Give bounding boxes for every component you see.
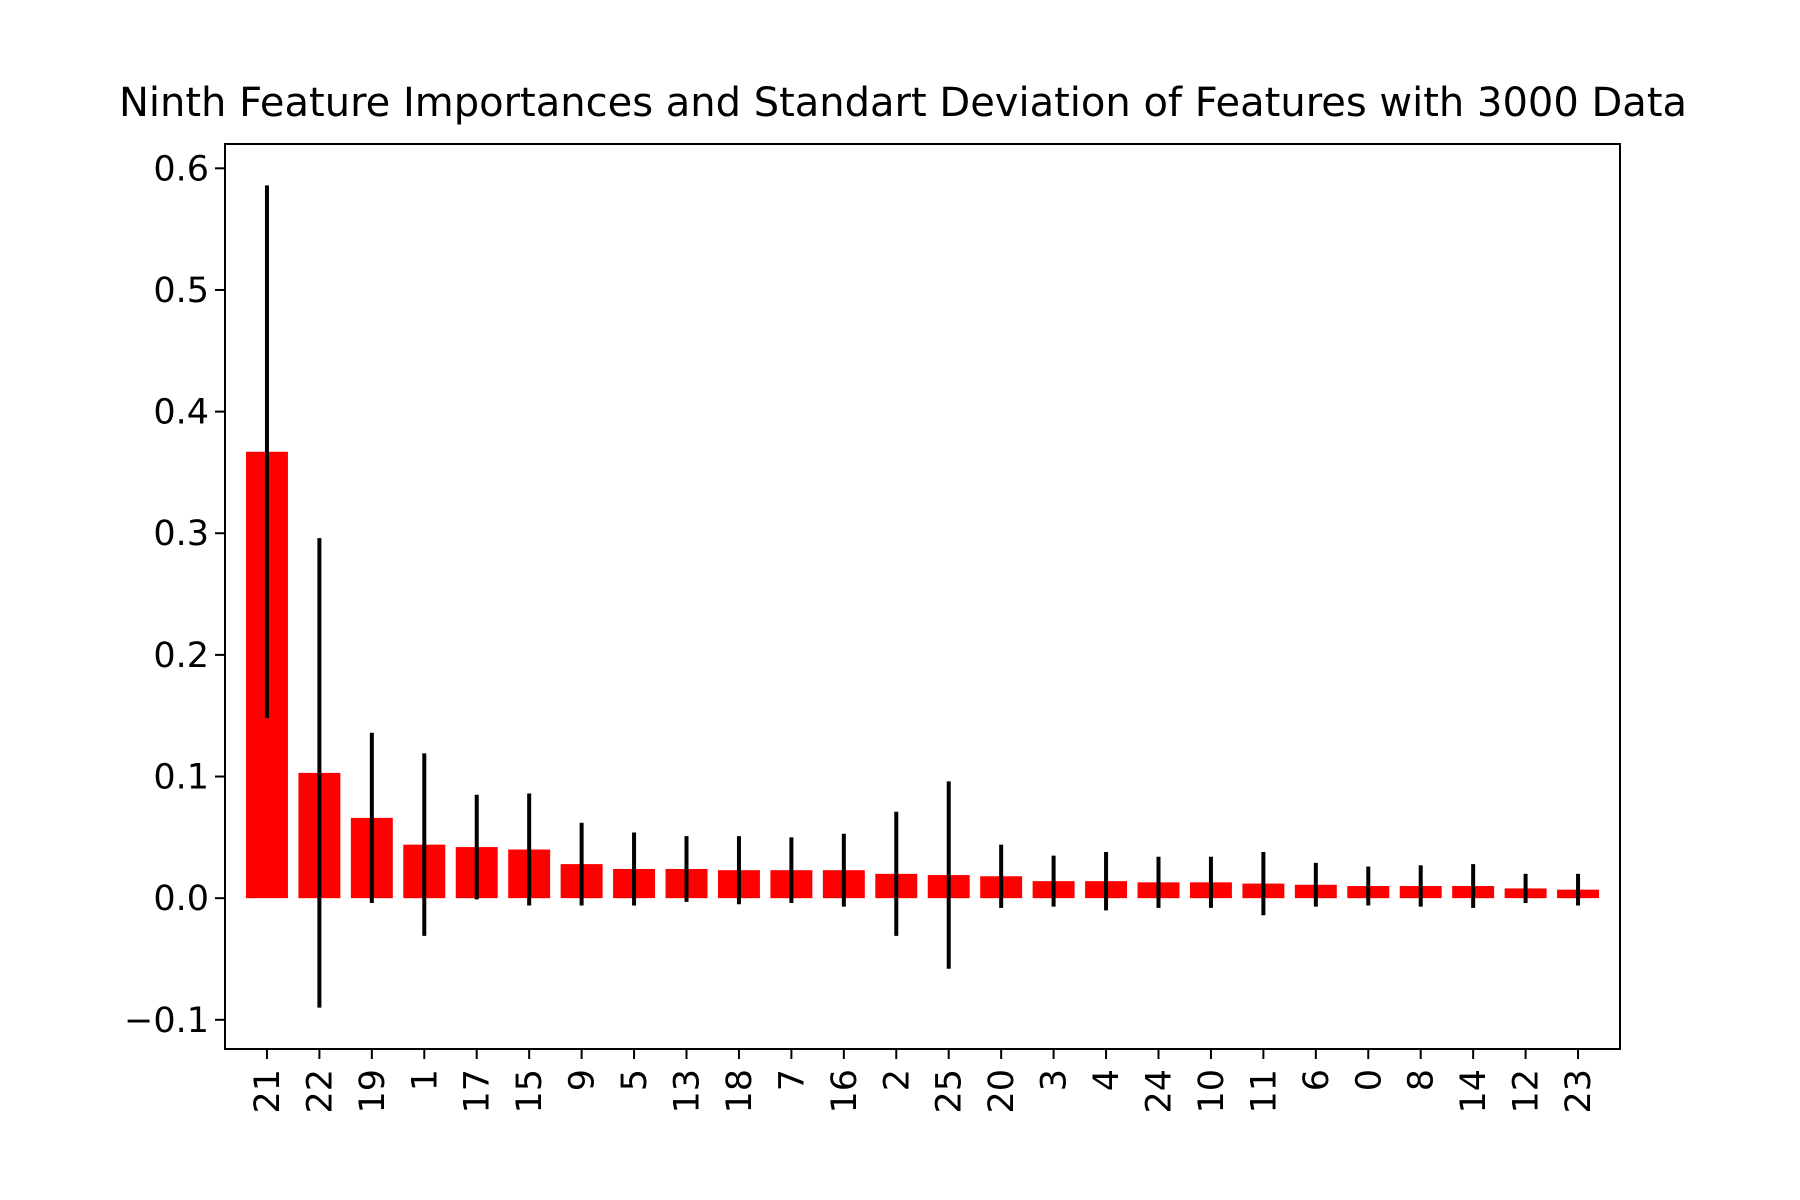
x-tick-label-6: 6 (1297, 1069, 1337, 1091)
y-tick-label-6: 0.5 (153, 271, 209, 311)
x-tick-label-25: 25 (930, 1069, 970, 1114)
y-axis: −0.1 0.0 0.1 0.2 0.3 0.4 0.5 0.6 (124, 149, 225, 1041)
x-tick-label-7: 7 (772, 1069, 812, 1091)
y-tick-label-1: 0.0 (153, 879, 209, 919)
x-tick-label-0: 0 (1349, 1069, 1389, 1091)
x-tick-label-2: 2 (877, 1069, 917, 1091)
x-tick-label-22: 22 (300, 1069, 340, 1114)
x-tick-label-15: 15 (510, 1069, 550, 1114)
y-tick-label-5: 0.4 (153, 393, 209, 433)
x-tick-label-16: 16 (825, 1069, 865, 1114)
x-tick-label-12: 12 (1507, 1069, 1547, 1114)
x-tick-label-9: 9 (563, 1069, 603, 1091)
x-tick-label-21: 21 (248, 1069, 288, 1114)
x-tick-label-10: 10 (1192, 1069, 1232, 1114)
x-tick-label-1: 1 (405, 1069, 445, 1091)
x-tick-label-13: 13 (668, 1069, 708, 1114)
plot-area-frame (224, 143, 1621, 1050)
x-tick-label-4: 4 (1087, 1069, 1127, 1091)
y-tick-label-4: 0.3 (153, 514, 209, 554)
x-tick-label-19: 19 (353, 1069, 393, 1114)
x-tick-label-5: 5 (615, 1069, 655, 1091)
chart-title: Ninth Feature Importances and Standart D… (119, 80, 1687, 126)
x-tick-label-8: 8 (1402, 1069, 1442, 1091)
error-bars-group (264, 185, 1581, 1008)
x-tick-label-20: 20 (982, 1069, 1022, 1114)
y-tick-label-3: 0.2 (153, 636, 209, 676)
y-tick-label-7: 0.6 (153, 149, 209, 189)
x-axis: 21 22 19 1 17 15 9 5 13 18 7 16 2 25 20 3 4 24 10 11 6 0 8 14 12… (248, 1049, 1599, 1114)
x-tick-label-11: 11 (1244, 1069, 1284, 1114)
y-tick-label-0: −0.1 (124, 1001, 209, 1041)
bars-group (245, 451, 1600, 899)
x-tick-label-17: 17 (458, 1069, 498, 1114)
x-tick-label-24: 24 (1139, 1069, 1179, 1114)
x-tick-label-23: 23 (1559, 1069, 1599, 1114)
y-tick-label-2: 0.1 (153, 758, 209, 798)
x-tick-label-14: 14 (1454, 1069, 1494, 1114)
x-tick-label-3: 3 (1035, 1069, 1075, 1091)
x-tick-label-18: 18 (720, 1069, 760, 1114)
